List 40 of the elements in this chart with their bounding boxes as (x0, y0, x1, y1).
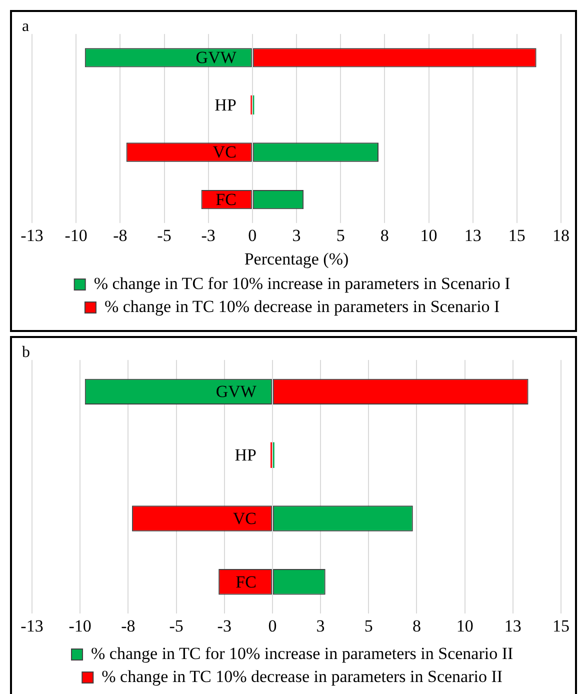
x-tick-label: 15 (508, 226, 526, 245)
x-tick-label: 3 (316, 616, 325, 636)
y-tick-label: GVW (196, 48, 238, 68)
y-tick-label: VC (232, 508, 256, 528)
y-tick-label: FC (236, 572, 256, 592)
y-tick-label: GVW (216, 382, 258, 402)
y-tick-label: FC (216, 190, 236, 210)
x-tick-label: 5 (336, 226, 345, 245)
x-tick-label: -13 (20, 226, 44, 245)
x-tick-label: 10 (420, 226, 438, 245)
x-tick-label: -5 (169, 616, 184, 636)
x-tick-label: -3 (201, 226, 216, 245)
x-tick-label: -10 (64, 226, 88, 245)
x-tick-label: 8 (380, 226, 389, 245)
x-tick-label: 13 (464, 226, 482, 245)
legend-label: % change in TC 10% decrease in parameters in Scenario II (102, 666, 503, 686)
x-tick-label: -13 (20, 616, 44, 636)
x-tick-label: 3 (292, 226, 301, 245)
x-tick-label: 0 (248, 226, 257, 245)
y-tick-label: VC (212, 142, 236, 162)
legend-label: % change in TC for 10% increase in parameters in Scenario I (94, 274, 511, 293)
x-tick-label: -8 (113, 226, 128, 245)
x-tick-label: 10 (456, 616, 474, 636)
legend-label: % change in TC for 10% increase in parameters in Scenario II (91, 644, 514, 663)
chart-title: b (22, 344, 30, 362)
x-tick-label: 18 (552, 226, 570, 245)
x-tick-label: -5 (157, 226, 172, 245)
x-tick-label: -8 (121, 616, 136, 636)
x-tick-label: 0 (268, 616, 277, 636)
x-tick-label: 13 (504, 616, 522, 636)
x-tick-label: -10 (68, 616, 92, 636)
legend-label: % change in TC 10% decrease in parameters in Scenario I (104, 296, 500, 316)
x-tick-label: 8 (412, 616, 421, 636)
x-tick-label: 5 (364, 616, 373, 636)
x-axis-title: Percentage (%) (244, 249, 349, 268)
x-tick-label: 15 (552, 616, 570, 636)
x-tick-label: -3 (217, 616, 232, 636)
y-tick-label: HP (214, 95, 236, 114)
y-tick-label: HP (234, 446, 256, 465)
chart-title: a (22, 18, 30, 36)
